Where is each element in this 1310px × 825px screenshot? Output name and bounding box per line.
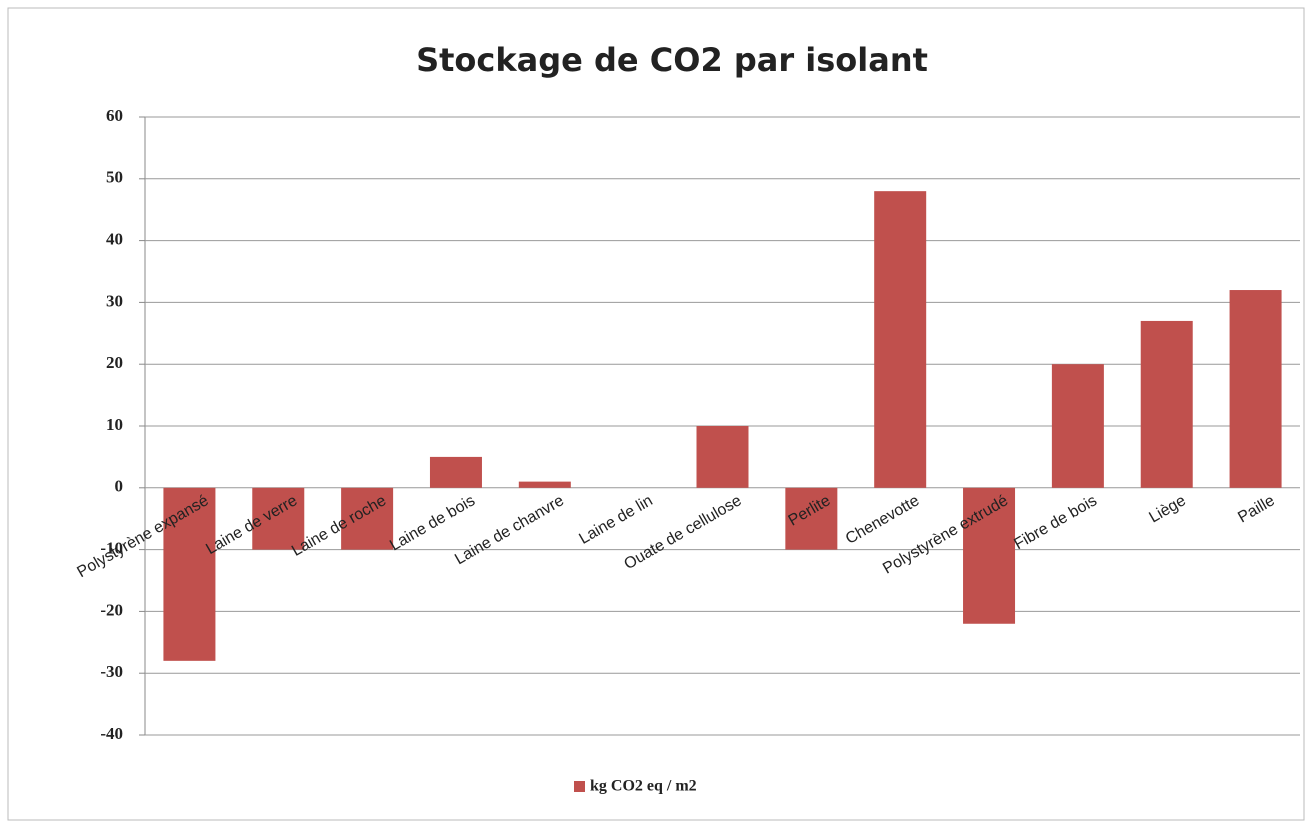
bar: [1140, 320, 1193, 488]
y-tick-label: 10: [106, 415, 123, 434]
y-tick-label: -30: [100, 662, 123, 681]
y-tick-label: 0: [115, 477, 124, 496]
y-tick-label: 30: [106, 291, 123, 310]
chart-title: Stockage de CO2 par isolant: [416, 41, 928, 79]
y-tick-label: -40: [100, 724, 123, 743]
legend-label: kg CO2 eq / m2: [590, 778, 697, 795]
legend-swatch: [574, 781, 585, 792]
bar: [696, 426, 749, 488]
bar: [963, 487, 1016, 624]
y-tick-label: -20: [100, 600, 123, 619]
y-tick-label: 50: [106, 168, 123, 187]
bar: [518, 481, 571, 488]
bar: [341, 487, 394, 550]
y-tick-label: 60: [106, 106, 123, 125]
bar: [252, 487, 305, 550]
y-tick-label: 40: [106, 230, 123, 249]
y-tick-label: -10: [100, 539, 123, 558]
bar: [429, 456, 482, 488]
y-tick-label: 20: [106, 353, 123, 372]
chart-border: [7, 7, 1305, 821]
bar: [874, 191, 927, 488]
bar: [163, 487, 216, 661]
bar: [1229, 290, 1282, 488]
bar: [785, 487, 838, 550]
bar: [1051, 364, 1104, 488]
